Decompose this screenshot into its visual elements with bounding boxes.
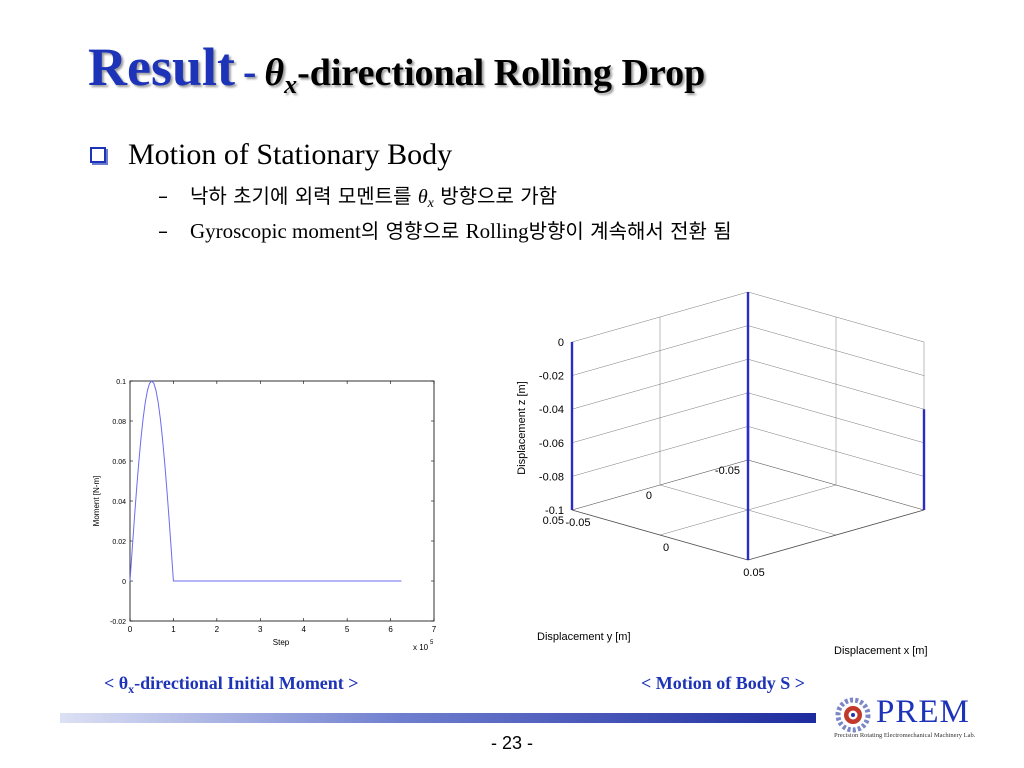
- moment-x-multiplier: x 10: [413, 643, 429, 652]
- motion-ztick-label: -0.02: [539, 371, 564, 383]
- sub-bullet-1-theta: θ: [417, 186, 428, 208]
- title-subscript: x: [284, 70, 298, 99]
- motion-ztick-label: -0.04: [539, 404, 564, 416]
- motion-ztick-label: -0.08: [539, 471, 564, 483]
- moment-xtick-label: 4: [301, 625, 306, 634]
- moment-ytick-label: 0.1: [116, 379, 126, 386]
- moment-ytick-label: -0.02: [110, 619, 126, 626]
- wall-grid-line: [747, 359, 925, 410]
- wall-grid-line: [571, 325, 749, 376]
- title-theta: θ: [264, 52, 285, 94]
- caption-motion-body: < Motion of Body S >: [641, 673, 806, 693]
- motion-ytick-label: 0.05: [543, 515, 564, 527]
- sub-bullet-1-text-b: 방향으로 가함: [440, 184, 558, 208]
- logo-subtitle: Precision Rotating Electromechanical Mac…: [834, 732, 976, 739]
- moment-ytick-label: 0.08: [112, 419, 126, 426]
- title-result: Result: [88, 37, 235, 97]
- axis-edge: [571, 509, 749, 561]
- wall-grid-line: [571, 459, 749, 511]
- caption-left-subscript: x: [128, 682, 135, 696]
- moment-xtick-label: 5: [345, 625, 350, 634]
- checkbox-bullet-icon: [90, 147, 106, 163]
- wall-grid-line: [747, 291, 925, 343]
- wall-grid-line: [747, 459, 925, 511]
- sub-bullet-2-en-b: Rolling: [465, 219, 529, 243]
- moment-ytick-label: 0: [122, 579, 126, 586]
- title-dash: -: [243, 49, 257, 94]
- moment-ytick-label: 0.06: [112, 459, 126, 466]
- moment-ytick-label: 0.02: [112, 539, 126, 546]
- caption-initial-moment: < θx-directional Initial Moment >: [104, 673, 359, 697]
- motion-ytick-label: 0: [646, 490, 652, 502]
- dash-icon: –: [158, 219, 168, 243]
- moment-xtick-label: 0: [128, 625, 133, 634]
- gear-icon: [835, 697, 871, 733]
- logo-name: PREM: [876, 694, 970, 730]
- main-bullet: Motion of Stationary Body: [90, 138, 452, 172]
- motion-ztick-label: -0.1: [545, 505, 564, 517]
- motion-xlabel: Displacement x [m]: [834, 645, 928, 657]
- moment-xtick-label: 1: [171, 625, 176, 634]
- moment-series-line: [129, 380, 402, 582]
- sub-bullet-1: – 낙하 초기에 외력 모멘트를 θx 방향으로 가함: [158, 180, 557, 212]
- wall-grid-line: [747, 392, 925, 443]
- sub-bullet-2: – Gyroscopic moment의 영향으로 Rolling방향이 계속해서…: [158, 215, 732, 244]
- title-rest: -directional Rolling Drop: [297, 52, 706, 94]
- prem-logo: PREM Precision Rotating Electromechanica…: [834, 694, 994, 744]
- caption-left-pre: < θ: [104, 673, 129, 693]
- moment-xtick-label: 7: [432, 625, 437, 634]
- motion-xtick-label: 0.05: [743, 567, 764, 579]
- motion-ztick-label: 0: [558, 337, 564, 349]
- wall-grid-line: [571, 426, 749, 477]
- moment-xtick-label: 3: [258, 625, 263, 634]
- motion-xtick-label: 0: [663, 542, 669, 554]
- moment-x-multiplier-exp: 5: [430, 640, 434, 646]
- wall-grid-line: [571, 359, 749, 410]
- motion-ytick-label: -0.05: [715, 465, 740, 477]
- sub-bullet-2-en-a: Gyroscopic moment: [190, 219, 361, 243]
- wall-grid-line: [571, 291, 749, 343]
- axis-edge: [747, 509, 925, 561]
- page-number: - 23 -: [490, 733, 533, 753]
- sub-bullet-2-ko-a: 의 영향으로: [360, 219, 460, 243]
- caption-left-post: -directional Initial Moment >: [134, 673, 359, 693]
- footer-gradient-bar: [60, 713, 816, 723]
- moment-ytick-label: 0.04: [112, 499, 126, 506]
- motion-ztick-label: -0.06: [539, 438, 564, 450]
- wall-grid-line: [747, 426, 925, 477]
- motion-zlabel: Displacement z [m]: [516, 381, 528, 475]
- motion-xtick-label: -0.05: [565, 517, 590, 529]
- sub-bullet-1-subscript: x: [427, 196, 434, 211]
- slide-title: Result - θx-directional Rolling Drop: [88, 36, 705, 100]
- moment-xtick-label: 6: [388, 625, 393, 634]
- sub-bullet-2-ko-b: 방향이 계속해서 전환 됨: [528, 219, 732, 243]
- main-bullet-text: Motion of Stationary Body: [128, 138, 453, 171]
- moment-ylabel: Moment [N-m]: [92, 476, 101, 527]
- wall-grid-line: [571, 392, 749, 443]
- motion-ylabel: Displacement y [m]: [537, 631, 631, 643]
- moment-xtick-label: 2: [215, 625, 220, 634]
- dash-icon: –: [158, 184, 168, 208]
- sub-bullet-1-text-a: 낙하 초기에 외력 모멘트를: [190, 184, 412, 208]
- moment-xlabel: Step: [273, 638, 290, 647]
- wall-grid-line: [747, 325, 925, 376]
